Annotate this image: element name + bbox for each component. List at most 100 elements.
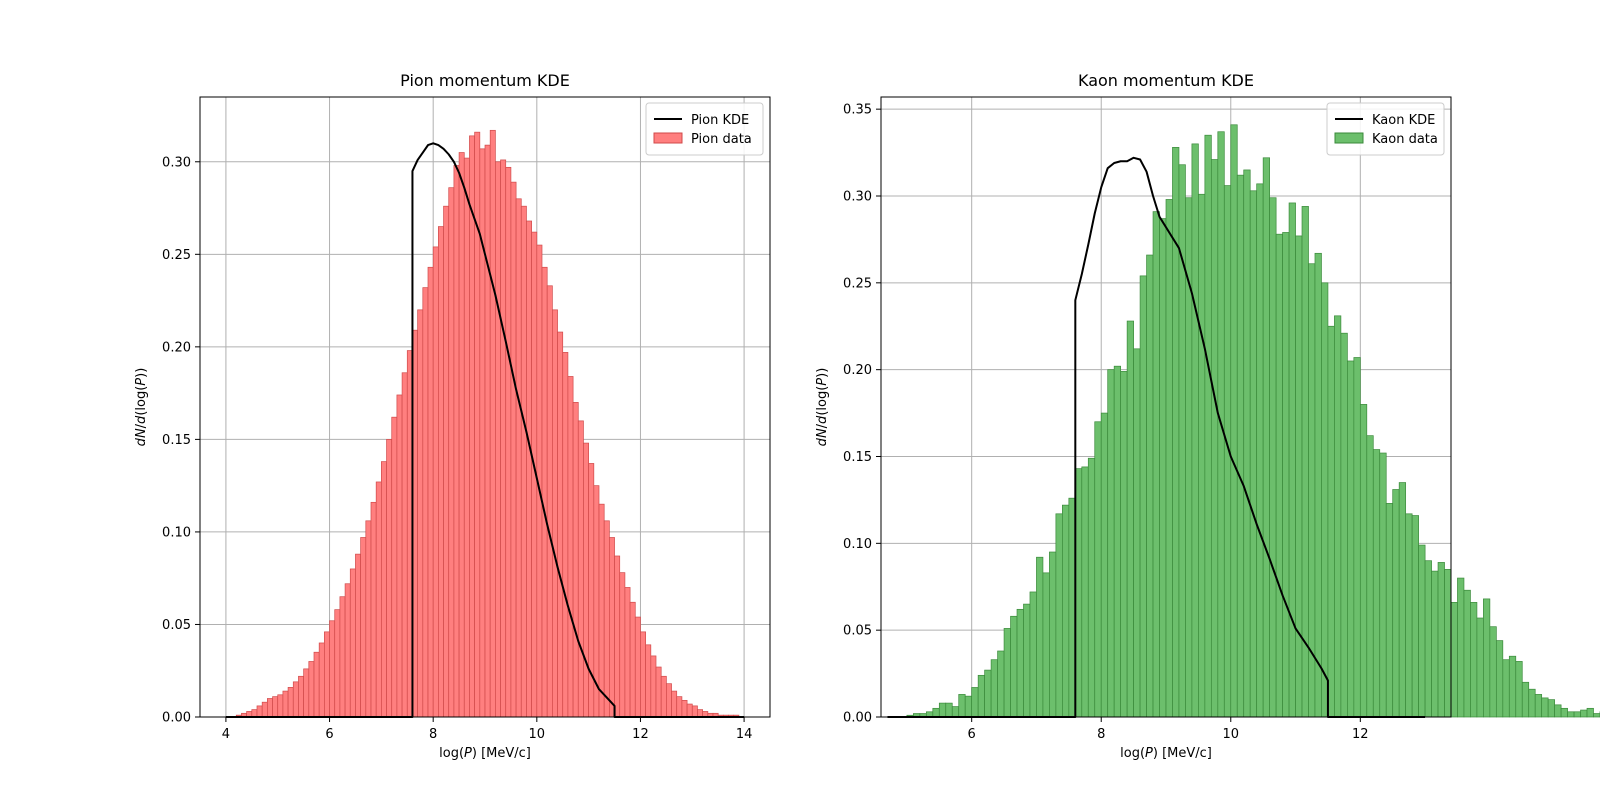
pion-histogram-bar [609,537,615,718]
kaon-histogram-bar [1094,421,1102,718]
pion-x-tick-label: 12 [632,727,649,742]
kaon-x-tick-label: 8 [1097,727,1105,742]
pion-histogram-bar [344,583,351,718]
kaon-histogram-bar [1152,211,1160,718]
pion-histogram-bar [256,705,263,718]
pion-y-tick-label: 0.10 [162,525,191,540]
pion-histogram-bar [469,135,475,718]
kaon-histogram-bar [977,674,985,718]
pion-histogram-bar [484,144,491,718]
pion-kde-curve [225,142,745,718]
kaon-legend-box [1326,102,1445,156]
pion-histogram-bar [562,352,569,718]
pion-x-tick-label: 6 [325,727,333,742]
kaon-histogram-bar [951,706,960,718]
pion-histogram-bar [583,442,589,718]
kaon-histogram-bar [1463,589,1471,718]
kaon-histogram-bar [1107,369,1115,718]
pion-x-tick-label: 10 [529,727,546,742]
pion-histogram-bar [365,520,372,718]
kaon-y-tick-label: 0.20 [843,363,872,378]
kaon-histogram-bar [1547,699,1555,718]
pion-histogram-bar [287,687,294,718]
kaon-histogram-bar [1508,655,1517,718]
kaon-histogram-bar [1554,704,1562,718]
kaon-axes-frame [880,96,1452,718]
kaon-histogram-bar [1100,412,1109,718]
pion-histogram-bar [443,205,450,718]
pion-histogram-bar [432,246,439,718]
kaon-histogram-bar [1295,235,1303,718]
kaon-y-tick-label: 0.05 [843,624,872,639]
pion-histogram-bar [308,661,315,718]
pion-y-axis-label: dN/d(log(P)) [134,368,149,447]
kaon-histogram-bar [1541,697,1549,718]
kaon-legend: Kaon KDE Kaon data [1326,102,1445,156]
kaon-histogram-bar [1457,577,1465,718]
kaon-histogram-bar [1586,707,1594,718]
kaon-histogram-bar [1347,360,1355,718]
kaon-histogram-bar [990,659,998,718]
kaon-histogram-bar [1029,591,1037,718]
pion-histogram-bar [318,642,325,718]
kaon-histogram-bar [1366,435,1374,718]
kaon-histogram-bar [1411,515,1419,718]
kaon-legend-hist-label: Kaon data [1372,132,1438,147]
pion-histogram-bar [681,699,688,718]
pion-chart-title: Pion momentum KDE [400,71,570,90]
pion-histogram-bar [329,620,336,718]
pion-legend-kde-label: Pion KDE [691,113,749,128]
kaon-histogram-bar [1243,169,1251,718]
kaon-histogram-bar [1567,711,1575,718]
pion-histogram-bar [676,696,683,718]
kaon-histogram-bar [984,669,992,718]
pion-histogram-bar [298,675,304,718]
pion-legend-hist-swatch [653,132,683,144]
kaon-y-tick-label: 0.15 [843,450,872,465]
kaon-histogram-bar [1573,711,1581,718]
kaon-histogram-bar [1528,688,1536,718]
kaon-legend-hist-swatch [1334,132,1364,144]
pion-histogram-bar [458,152,465,718]
pion-histogram-bar [427,266,434,718]
pion-histogram-bar [619,572,626,718]
pion-histogram-bar [370,501,377,718]
kaon-histogram-bar [1081,466,1089,718]
pion-histogram-bar [526,220,532,718]
kaon-histogram-bar [1340,332,1348,718]
pion-histogram-bar [520,205,527,718]
kaon-histogram-bar [1405,513,1413,718]
kaon-histogram-bar [1321,282,1329,718]
pion-histogram-bar [500,159,507,718]
kaon-histogram-bar [1230,124,1238,718]
pion-histogram-bar [334,609,341,718]
kaon-histogram-bar [1256,183,1264,718]
kaon-y-tick-label: 0.10 [843,537,872,552]
pion-histogram-bar [448,187,455,718]
kaon-histogram-bar [1049,551,1057,718]
pion-histogram-bar [381,461,387,718]
pion-histogram-bar [624,587,631,718]
pion-legend-box [645,102,764,156]
kaon-x-tick-label: 12 [1352,727,1369,742]
kaon-x-axis-label: log(P) [MeV/c] [1120,746,1212,761]
kaon-histogram-bar [1191,143,1199,718]
pion-histogram-bar [272,696,279,718]
pion-y-tick-label: 0.05 [162,618,191,633]
pion-histogram-bar [261,701,268,718]
kaon-histogram-bar [1437,562,1445,718]
pion-ticks: 4 6 8 10 12 14 0.00 0.05 0.10 0.15 0.20 0.25 0.30 [162,155,752,742]
pion-histogram-bar [505,166,512,718]
kaon-histogram-bar [1379,452,1387,718]
pion-histogram-bar [324,631,330,718]
pion-legend: Pion KDE Pion data [645,102,764,156]
pion-y-tick-label: 0.15 [162,433,191,448]
kaon-kde-line [887,156,1426,718]
kaon-histogram-bar [1327,325,1335,718]
pion-histogram-bar [686,703,693,718]
pion-histogram-bar [666,683,672,718]
kaon-histogram-bar [1495,640,1504,718]
pion-histogram-bar [650,655,657,718]
pion-histogram-bar [355,553,361,718]
pion-histogram-bar [572,402,579,718]
